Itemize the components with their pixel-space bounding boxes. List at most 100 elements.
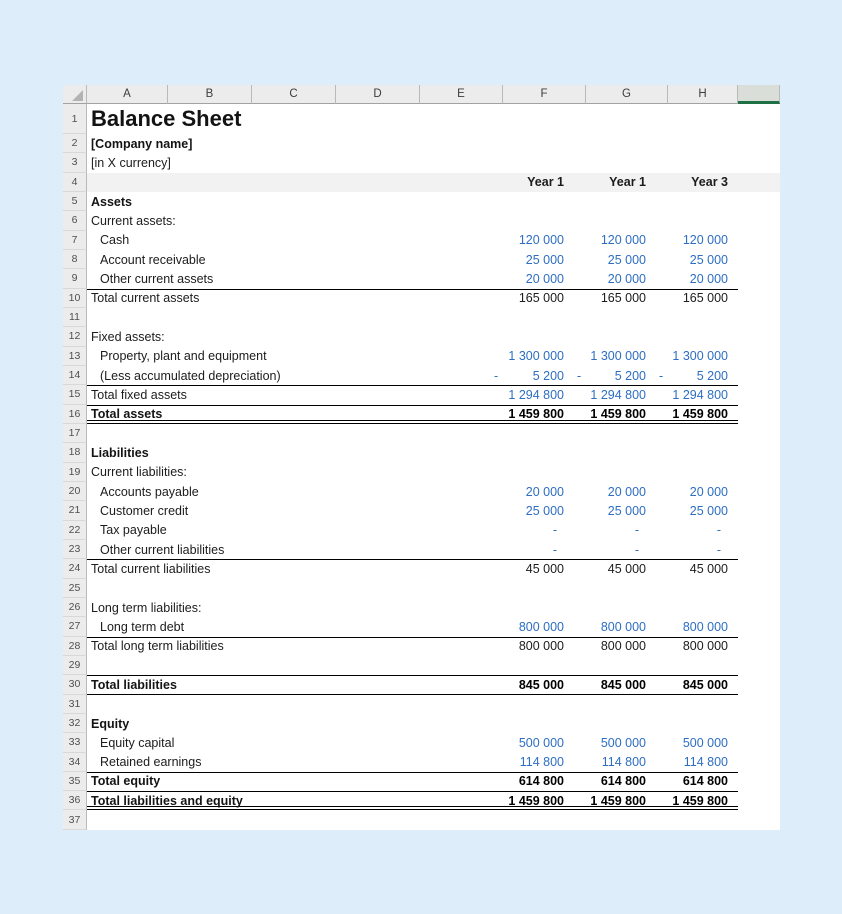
cell-value-g[interactable]: - (586, 540, 668, 559)
select-all-corner[interactable] (63, 85, 87, 104)
row-header[interactable]: 19 (63, 462, 87, 482)
cell-label[interactable]: Total liabilities and equity (91, 793, 243, 808)
cell-value-h[interactable]: 120 000 (668, 231, 738, 250)
cell-label[interactable]: Other current assets (100, 271, 214, 286)
row-header[interactable]: 3 (63, 153, 87, 173)
cell-value-f[interactable]: 500 000 (503, 733, 586, 752)
cell-value-f[interactable]: 165 000 (503, 289, 586, 308)
column-header-selected-partial[interactable] (738, 85, 780, 104)
cell-label[interactable]: (Less accumulated depreciation) (100, 368, 281, 383)
column-header-F[interactable]: F (503, 85, 586, 104)
cell-label[interactable]: Equity (91, 716, 130, 731)
row-header[interactable]: 34 (63, 752, 87, 772)
cell-label[interactable]: Other current liabilities (100, 542, 225, 557)
sheet-title[interactable]: Balance Sheet (91, 106, 242, 131)
cell-label[interactable]: Cash (100, 233, 130, 248)
row-header[interactable]: 9 (63, 269, 87, 289)
column-header-A[interactable]: A (87, 85, 168, 104)
cell-label[interactable]: Account receivable (100, 252, 206, 267)
cell-value-f[interactable]: 114 800 (503, 753, 586, 772)
row-header[interactable]: 6 (63, 211, 87, 231)
cell-label[interactable]: Total current liabilities (91, 561, 211, 576)
row-header[interactable]: 8 (63, 249, 87, 270)
cell-label[interactable]: Current assets: (91, 213, 176, 228)
cell-value-g[interactable]: 800 000 (586, 637, 668, 656)
row-header[interactable]: 32 (63, 713, 87, 734)
cell-label[interactable]: Long term debt (100, 619, 185, 634)
row-header[interactable]: 23 (63, 539, 87, 560)
cell-value-g[interactable]: -5 200 (577, 366, 668, 385)
cell-value-h[interactable]: 25 000 (668, 250, 738, 269)
row-header[interactable]: 17 (63, 423, 87, 444)
cell-value-g[interactable]: 614 800 (586, 772, 668, 791)
column-header-B[interactable]: B (168, 85, 252, 104)
row-header[interactable]: 31 (63, 694, 87, 714)
cell-value-f[interactable]: 20 000 (503, 482, 586, 501)
row-header[interactable]: 30 (63, 675, 87, 695)
cell-label[interactable]: Long term liabilities: (91, 600, 202, 615)
row-header[interactable]: 37 (63, 810, 87, 830)
row-header[interactable]: 33 (63, 733, 87, 753)
cell-value-g[interactable]: 1 294 800 (586, 385, 668, 404)
cell-value-f[interactable]: 120 000 (503, 231, 586, 250)
column-header-C[interactable]: C (252, 85, 336, 104)
cell-value-g[interactable]: 20 000 (586, 482, 668, 501)
cell-label[interactable]: Total current assets (91, 291, 200, 306)
cell-value-f[interactable]: 25 000 (503, 250, 586, 269)
row-header[interactable]: 1 (63, 104, 87, 134)
row-header[interactable]: 10 (63, 288, 87, 308)
cell-label[interactable]: Equity capital (100, 735, 175, 750)
cell-value-f[interactable]: 25 000 (503, 501, 586, 520)
column-header-D[interactable]: D (336, 85, 420, 104)
cell-label[interactable]: Assets (91, 194, 132, 209)
cell-value-h[interactable]: 45 000 (668, 559, 738, 578)
cell-value-g[interactable]: 1 459 800 (586, 791, 668, 810)
cell-value-f[interactable]: 45 000 (503, 559, 586, 578)
cell-value-h[interactable]: 1 300 000 (668, 347, 738, 366)
cell-label[interactable]: Tax payable (100, 523, 167, 538)
cell-label[interactable]: Retained earnings (100, 755, 202, 770)
cell-value-f[interactable]: - (503, 521, 586, 540)
column-header-G[interactable]: G (586, 85, 668, 104)
row-header[interactable]: 4 (63, 172, 87, 192)
cell-value-h[interactable]: 800 000 (668, 637, 738, 656)
cell-value-h[interactable]: 800 000 (668, 617, 738, 636)
cell-value-h[interactable]: 114 800 (668, 753, 738, 772)
cell-label[interactable]: Customer credit (100, 503, 189, 518)
cell-value-f[interactable]: -5 200 (494, 366, 586, 385)
cell-value-h[interactable]: 20 000 (668, 269, 738, 288)
row-header[interactable]: 2 (63, 134, 87, 154)
cell-value-h[interactable]: 25 000 (668, 501, 738, 520)
cell-label[interactable]: Total assets (91, 407, 163, 422)
row-header[interactable]: 7 (63, 230, 87, 250)
row-header[interactable]: 35 (63, 771, 87, 792)
cell-value-f[interactable]: 614 800 (503, 772, 586, 791)
row-header[interactable]: 22 (63, 520, 87, 540)
cell-value-h[interactable]: 1 294 800 (668, 385, 738, 404)
cell-value-g[interactable]: 800 000 (586, 617, 668, 636)
row-header[interactable]: 21 (63, 501, 87, 521)
row-header[interactable]: 28 (63, 636, 87, 656)
cell-value-g[interactable]: 20 000 (586, 269, 668, 288)
cell-value-h[interactable]: - (668, 540, 738, 559)
cell-label[interactable]: Liabilities (91, 445, 149, 460)
cell-value-h[interactable]: 845 000 (668, 675, 738, 694)
cell-value-g[interactable]: 165 000 (586, 289, 668, 308)
cell-label[interactable]: [in X currency] (91, 155, 171, 170)
row-header[interactable]: 29 (63, 655, 87, 676)
cell-value-f[interactable]: 845 000 (503, 675, 586, 694)
cell-label[interactable]: Fixed assets: (91, 329, 165, 344)
cell-value-h[interactable]: - 5 200 (659, 366, 738, 385)
cell-value-h[interactable]: 1 459 800 (668, 791, 738, 810)
cell-value-g[interactable]: 120 000 (586, 231, 668, 250)
row-header[interactable]: 5 (63, 191, 87, 212)
cell-label[interactable]: Total long term liabilities (91, 639, 224, 654)
cell-value-h[interactable]: 500 000 (668, 733, 738, 752)
cell-label[interactable]: [Company name] (91, 136, 193, 151)
row-header[interactable]: 20 (63, 481, 87, 502)
cell-value-f[interactable]: 1 459 800 (503, 405, 586, 424)
cell-value-f[interactable]: 800 000 (503, 617, 586, 636)
row-header[interactable]: 25 (63, 578, 87, 598)
cell-value-h[interactable]: 614 800 (668, 772, 738, 791)
cell-label[interactable]: Current liabilities: (91, 465, 187, 480)
